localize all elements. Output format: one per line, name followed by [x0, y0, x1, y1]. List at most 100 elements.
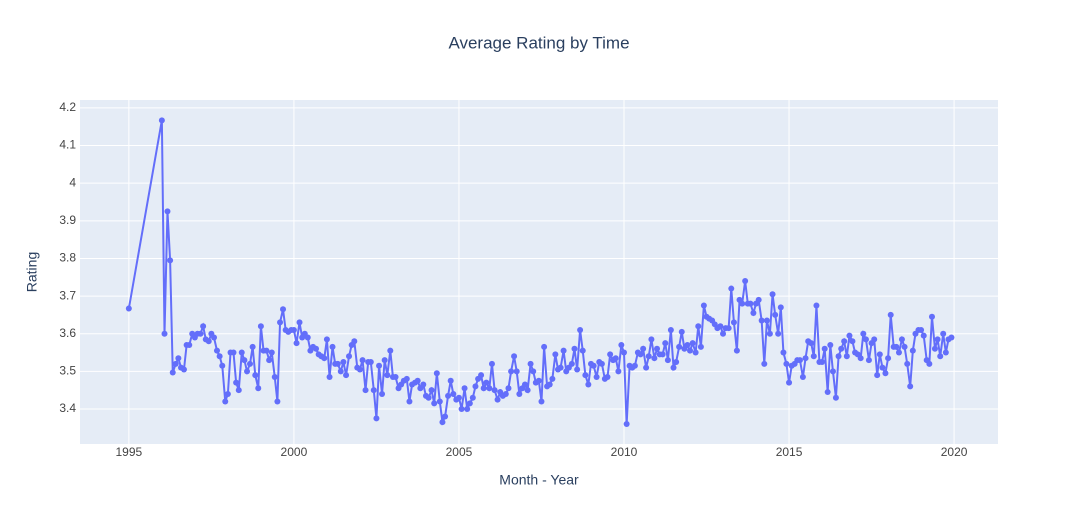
- data-point: [937, 353, 944, 360]
- data-point: [871, 336, 878, 343]
- data-point: [224, 390, 231, 397]
- data-point: [502, 390, 509, 397]
- data-point: [621, 349, 627, 356]
- data-point: [920, 332, 927, 339]
- data-point: [167, 257, 174, 264]
- data-point: [885, 355, 892, 362]
- data-point: [750, 310, 757, 317]
- data-point: [780, 349, 787, 356]
- data-point: [612, 355, 619, 362]
- data-point: [552, 351, 559, 358]
- data-point: [541, 343, 548, 350]
- data-point: [216, 353, 223, 360]
- data-point: [266, 357, 273, 364]
- data-point: [827, 342, 834, 349]
- data-point: [491, 387, 498, 394]
- data-point: [323, 336, 330, 343]
- data-point: [643, 364, 650, 371]
- data-point: [213, 347, 220, 354]
- data-point: [436, 398, 443, 405]
- data-point: [483, 379, 490, 386]
- data-point: [280, 306, 287, 313]
- data-point: [406, 398, 413, 405]
- data-point: [766, 330, 773, 337]
- data-point: [742, 278, 749, 285]
- data-point: [838, 345, 845, 352]
- data-point: [898, 336, 905, 343]
- data-point: [511, 353, 518, 360]
- y-tick-label: 4.1: [59, 138, 76, 152]
- data-point: [926, 360, 933, 367]
- data-point: [777, 304, 784, 311]
- data-point: [384, 372, 391, 379]
- chart-title: Average Rating by Time: [448, 33, 629, 52]
- data-point: [268, 349, 275, 356]
- data-point: [631, 362, 638, 369]
- data-point: [604, 374, 611, 381]
- data-point: [590, 362, 597, 369]
- data-point: [761, 360, 768, 367]
- data-point: [329, 343, 336, 350]
- data-point: [640, 345, 647, 352]
- data-point: [376, 362, 383, 369]
- data-point: [271, 374, 278, 381]
- data-point: [819, 358, 826, 365]
- data-point: [439, 419, 446, 426]
- data-point: [472, 383, 479, 390]
- data-point: [783, 360, 790, 367]
- data-point: [431, 400, 438, 407]
- data-point: [786, 379, 793, 386]
- data-point: [654, 345, 661, 352]
- data-point: [876, 351, 883, 358]
- y-tick-label: 3.7: [59, 288, 76, 302]
- data-point: [125, 305, 132, 312]
- data-point: [158, 117, 165, 124]
- data-point: [370, 387, 377, 394]
- data-point: [607, 351, 614, 358]
- data-point: [560, 347, 567, 354]
- data-point: [931, 345, 938, 352]
- data-point: [824, 389, 831, 396]
- data-point: [717, 323, 724, 330]
- data-point: [728, 285, 735, 292]
- data-point: [571, 345, 578, 352]
- data-point: [577, 326, 584, 333]
- data-point: [304, 334, 311, 341]
- x-tick-label: 2010: [611, 445, 638, 459]
- data-point: [725, 325, 732, 332]
- data-point: [904, 360, 911, 367]
- data-point: [249, 343, 256, 350]
- data-point: [488, 360, 495, 367]
- data-point: [255, 385, 262, 392]
- data-point: [673, 358, 680, 365]
- data-point: [464, 405, 471, 412]
- data-point: [557, 364, 564, 371]
- data-point: [623, 421, 630, 428]
- data-point: [425, 394, 432, 401]
- data-point: [403, 375, 410, 382]
- data-point: [351, 338, 358, 345]
- data-point: [230, 349, 237, 356]
- x-axis-label: Month - Year: [499, 472, 579, 488]
- data-point: [835, 353, 842, 360]
- data-point: [763, 317, 770, 324]
- data-point: [321, 355, 328, 362]
- data-point: [821, 345, 828, 352]
- data-point: [901, 343, 908, 350]
- data-point: [381, 357, 388, 364]
- data-point: [909, 347, 916, 354]
- data-point: [373, 415, 380, 422]
- x-tick-label: 2020: [941, 445, 968, 459]
- grid: [80, 100, 998, 444]
- data-point: [865, 357, 872, 364]
- data-point: [769, 291, 776, 298]
- plot-area: [80, 100, 998, 444]
- data-point: [720, 330, 727, 337]
- data-point: [802, 355, 809, 362]
- data-point: [161, 330, 168, 337]
- data-point: [238, 349, 245, 356]
- data-point: [433, 370, 440, 377]
- data-point: [478, 372, 485, 379]
- x-tick-label: 2005: [446, 445, 473, 459]
- marks: [125, 117, 955, 428]
